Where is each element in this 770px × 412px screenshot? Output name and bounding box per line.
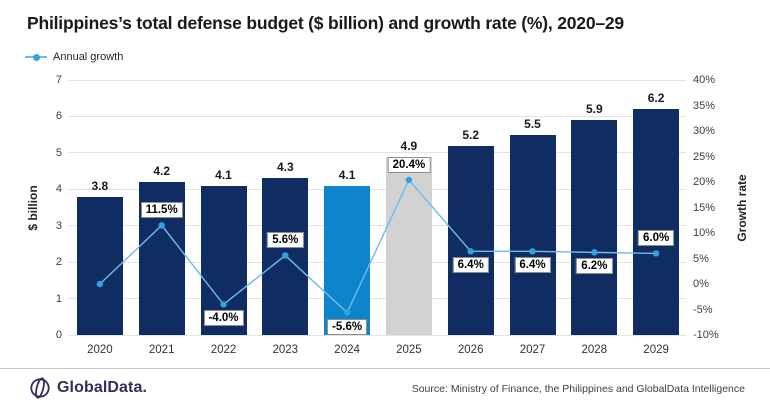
x-axis-label-2020: 2020 [87,344,113,356]
grid-line [68,225,686,227]
growth-rate-label: 5.6% [267,232,304,249]
left-axis-tick-label: 4 [55,183,62,196]
legend: Annual growth [25,51,123,63]
legend-label: Annual growth [53,51,124,63]
source-text: Source: Ministry of Finance, the Philipp… [411,383,745,395]
growth-rate-label: 6.4% [452,257,489,274]
annual-growth-marker [405,176,413,184]
bar-2027 [509,134,556,335]
growth-rate-label: 11.5% [140,202,183,219]
x-axis-label-2021: 2021 [148,344,175,356]
footer-divider [0,368,770,369]
annual-growth-marker [591,249,598,256]
grid-line [68,152,686,154]
right-axis-tick-label: 15% [693,201,716,214]
annual-growth-marker [282,252,289,259]
annual-growth-marker [220,301,227,308]
growth-rate-label: -5.6% [327,318,368,335]
bar-value-label: 4.2 [153,164,171,178]
grid-line [68,334,686,336]
grid-line [68,115,686,117]
annual-growth-marker [652,250,660,257]
right-axis-title: Growth rate [735,174,749,242]
bar-value-label: 5.5 [524,116,541,131]
grid-line [68,79,686,81]
grid-line [68,298,686,300]
grid-line [68,188,686,190]
x-axis-label-2022: 2022 [210,344,237,356]
left-axis-tick-label: 0 [55,329,62,341]
page-title: Philippines’s total defense budget ($ bi… [27,13,624,33]
left-axis-tick-label: 3 [55,219,62,232]
bar-value-label: 4.1 [338,167,356,182]
globaldata-logo-icon [30,377,50,399]
bar-2020 [76,196,123,335]
right-axis-tick-label: 0% [693,278,709,290]
left-axis-tick-label: 6 [55,110,62,123]
bar-value-label: 6.2 [647,91,665,106]
annual-growth-marker [343,309,351,316]
bar-2028 [571,120,618,335]
annual-growth-marker [467,248,474,255]
footer: GlobalData. Source: Ministry of Finance,… [0,369,770,412]
plot-area: 3.8 4.2 4.1 4.3 4.1 4.9 5.2 5.5 5.9 6.2 11.5% -4.0%… [68,79,686,336]
left-axis-tick-label: 5 [55,146,62,159]
annual-growth-line [96,176,660,316]
bar-value-label: 4.1 [215,167,232,182]
right-axis-tick-label: 40% [693,74,716,86]
right-axis-tick-label: 5% [693,252,709,265]
x-axis-label-2027: 2027 [519,344,546,356]
brand-name: GlobalData. [57,379,148,396]
x-axis-label-2029: 2029 [643,344,669,356]
bar-value-label: 5.9 [585,102,603,117]
x-axis-label-2024: 2024 [334,344,360,356]
right-axis-tick-label: -10% [693,329,719,341]
annual-growth-line-icon [25,53,47,61]
bar-2025 [385,156,432,335]
bar-value-label: 4.3 [276,160,294,175]
growth-rate-label: 6.0% [637,230,675,247]
growth-rate-label: 6.2% [576,258,613,275]
left-axis-tick-label: 2 [55,256,62,269]
x-axis-label-2023: 2023 [272,344,299,356]
growth-rate-label: 20.4% [387,156,431,173]
annual-growth-marker [158,222,165,229]
right-axis-tick-label: 20% [693,176,716,188]
x-axis-label-2026: 2026 [457,344,484,356]
bar-2022 [200,185,247,335]
left-axis-tick-label: 7 [55,74,62,86]
right-axis-tick-label: 10% [693,227,716,239]
annual-growth-marker [96,280,104,288]
bar-2029 [633,109,680,335]
annual-growth-marker [529,248,536,255]
right-axis-tick-label: -5% [693,303,713,316]
left-axis-tick-label: 1 [55,292,62,305]
growth-rate-label: -4.0% [203,310,244,327]
grid-line [68,261,686,263]
bar-value-label: 5.2 [462,127,480,142]
right-axis-tick-label: 25% [693,150,716,163]
bar-value-label: 3.8 [91,178,109,193]
right-axis-tick-label: 30% [693,125,716,137]
bar-2026 [447,145,494,335]
bar-value-label: 4.9 [400,138,418,153]
brand: GlobalData. [29,377,147,399]
right-axis-tick-label: 35% [693,99,716,112]
growth-rate-label: 6.4% [514,257,551,274]
x-axis-label-2028: 2028 [581,344,608,356]
x-axis-label-2025: 2025 [396,344,422,356]
annual-growth-dot-icon [33,53,40,61]
